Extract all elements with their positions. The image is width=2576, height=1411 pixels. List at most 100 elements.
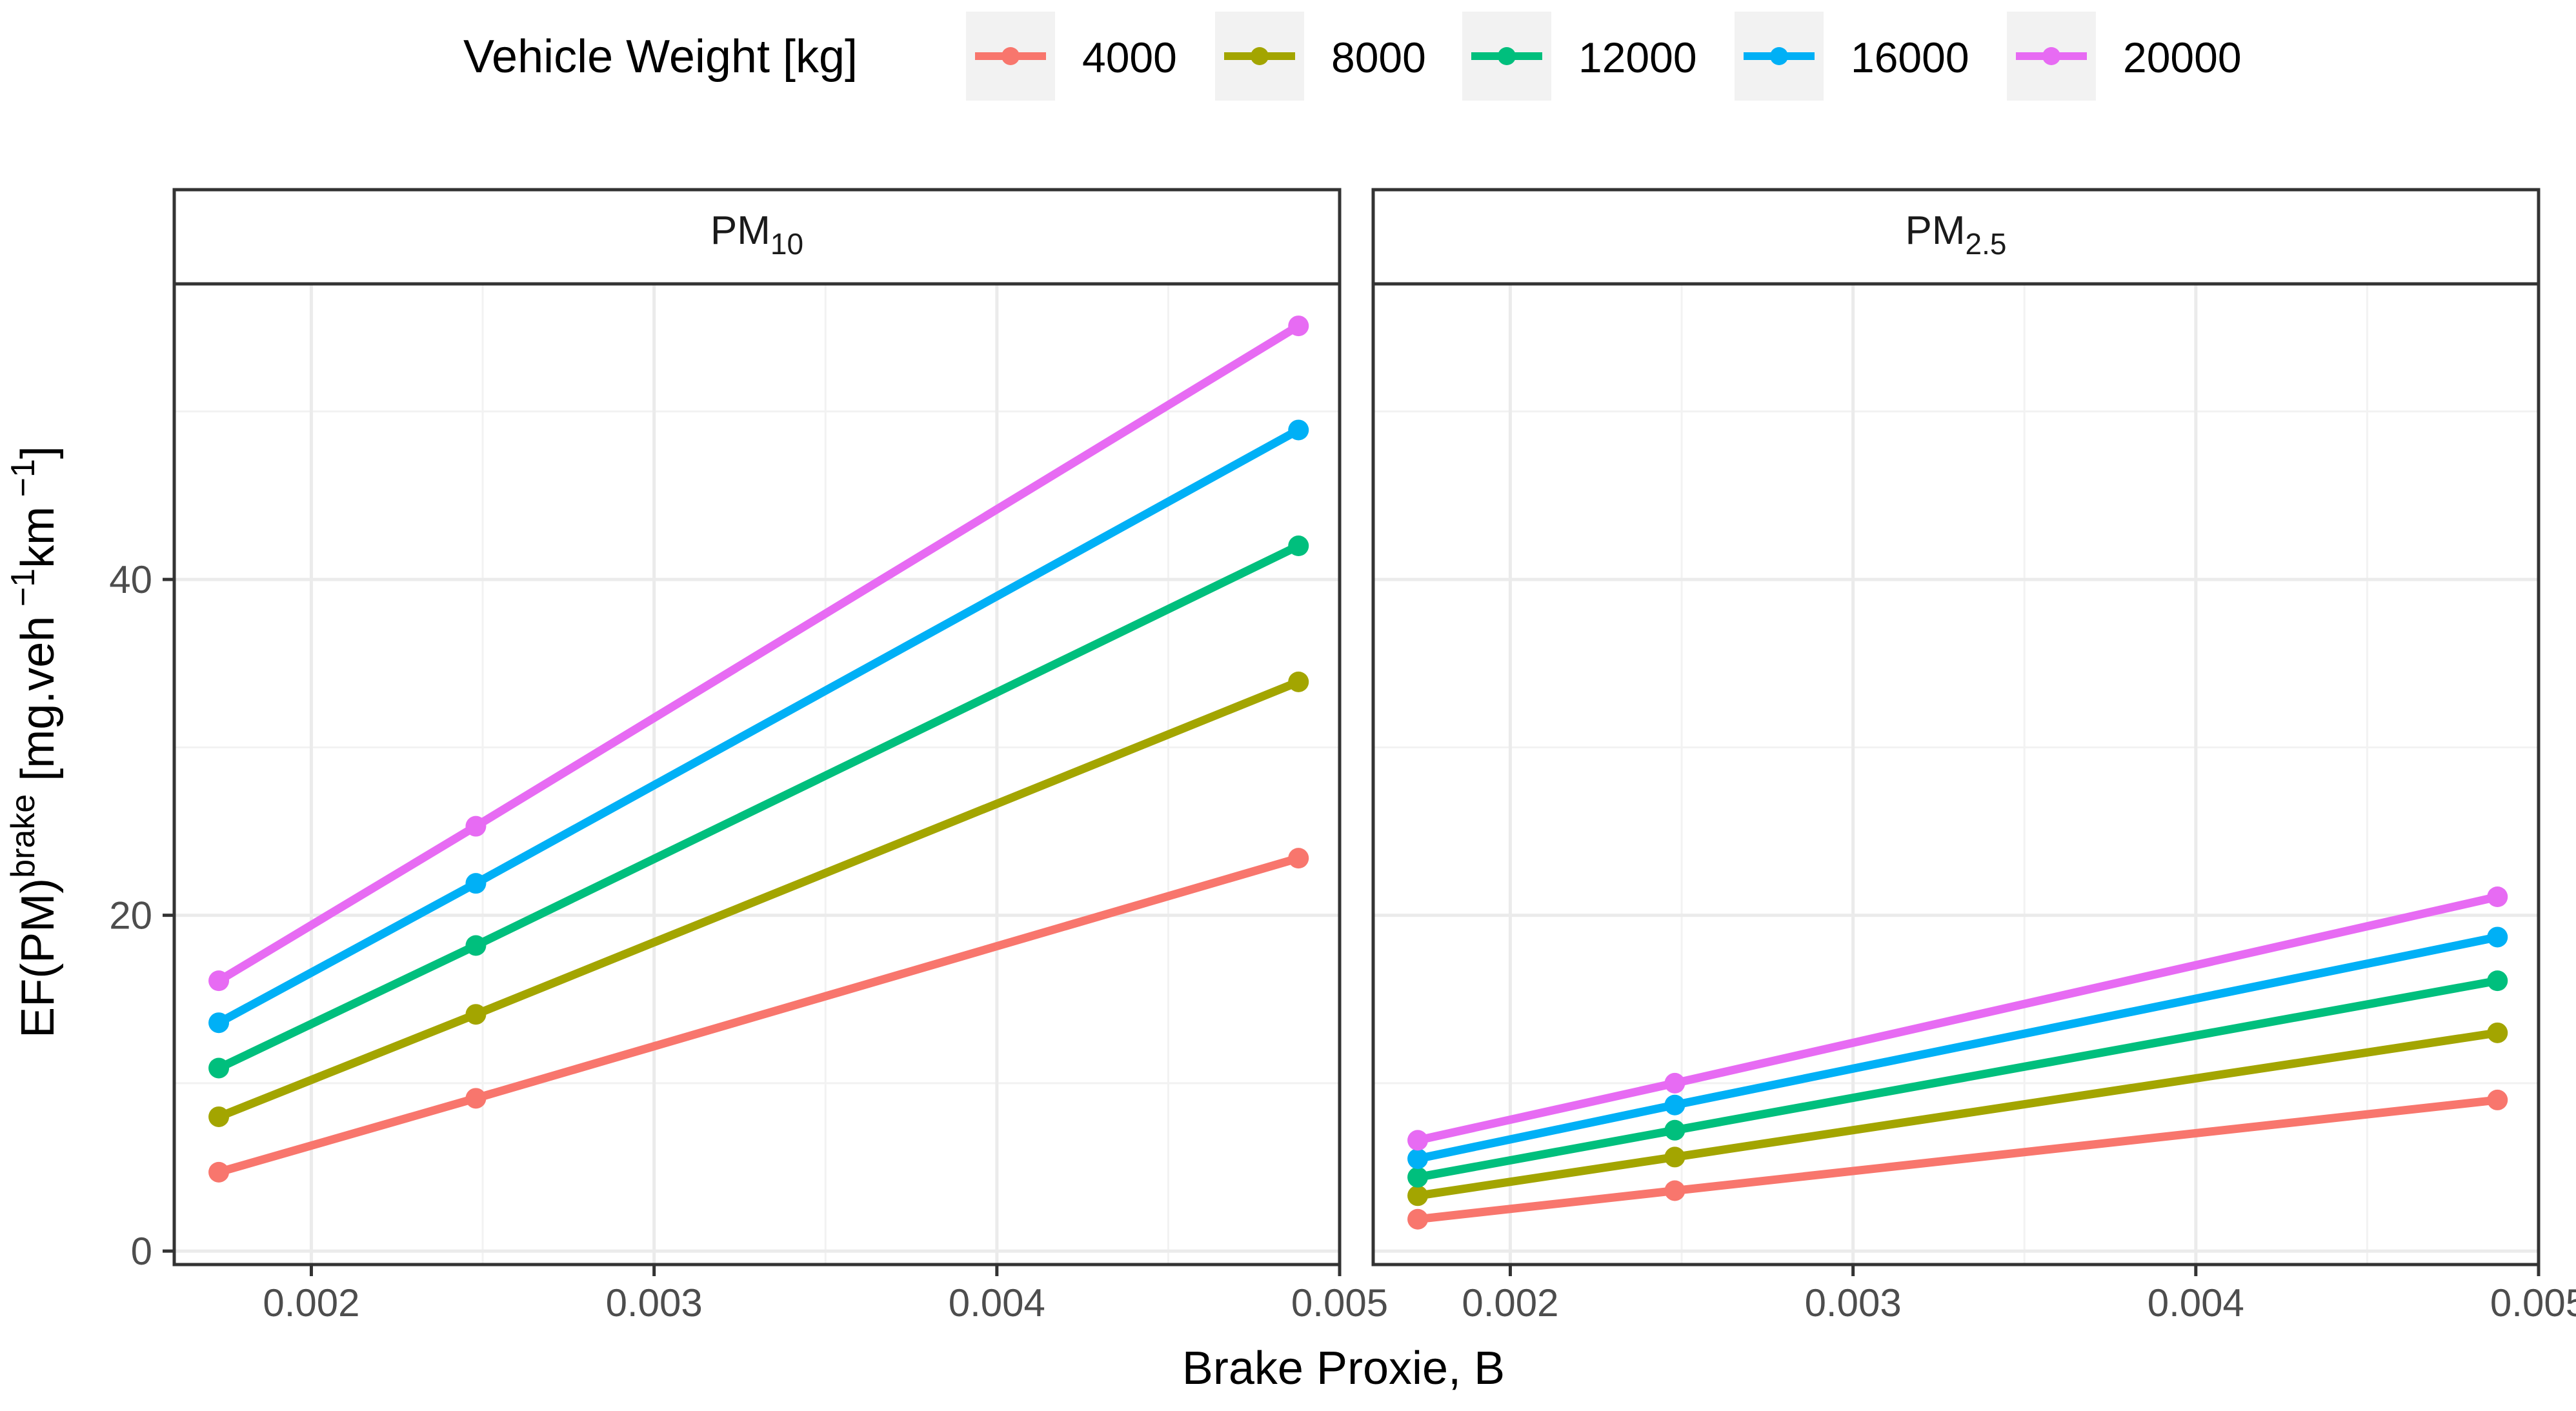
- legend-key-point: [2042, 47, 2060, 65]
- series-group: [208, 315, 1309, 1183]
- y-axis-title-exponent-2: −1: [5, 459, 42, 506]
- x-axis: 0.002 0.003 0.004 0.005: [263, 1265, 1388, 1325]
- data-point-8000-2: [2487, 1022, 2508, 1043]
- data-point-20000-2: [1288, 315, 1309, 337]
- data-point-20000-2: [2487, 886, 2508, 907]
- strip-background: [172, 188, 1342, 286]
- series-8000: [1407, 1022, 2508, 1206]
- series-16000: [208, 419, 1309, 1034]
- data-point-4000-0: [1407, 1208, 1429, 1230]
- data-point-20000-0: [1407, 1130, 1429, 1151]
- legend-item-12000: 12000: [1462, 12, 1697, 101]
- y-tick-label: 20: [109, 894, 152, 937]
- series-8000: [208, 671, 1309, 1127]
- strip-label: PM10: [710, 208, 803, 261]
- data-point-16000-0: [1407, 1148, 1429, 1170]
- data-point-20000-1: [465, 816, 487, 837]
- y-axis: 0 20 40: [109, 558, 174, 1273]
- x-tick-label: 0.002: [1462, 1281, 1558, 1325]
- data-point-16000-2: [1288, 419, 1309, 441]
- y-axis-title-units-mid: km: [12, 506, 64, 568]
- data-point-8000-1: [465, 1004, 487, 1025]
- legend-label: 8000: [1331, 34, 1426, 81]
- x-tick-label: 0.005: [1291, 1281, 1388, 1325]
- legend-label: 16000: [1851, 34, 1969, 81]
- strip-label-subscript: 2.5: [1966, 227, 2007, 261]
- data-point-8000-0: [1407, 1185, 1429, 1206]
- series-16000: [1407, 926, 2508, 1170]
- y-axis-title-exponent-1: −1: [5, 568, 42, 616]
- y-axis-title-units-open: [mg.veh: [12, 616, 64, 794]
- x-axis-title: Brake Proxie, B: [1182, 1343, 1505, 1394]
- data-point-12000-2: [1288, 535, 1309, 557]
- facet-strip: PM2.5: [1371, 188, 2541, 286]
- data-point-8000-0: [208, 1106, 230, 1127]
- y-axis-title-units-close: ]: [12, 446, 64, 459]
- legend-key-point: [1001, 47, 1020, 65]
- gridlines: [174, 284, 1342, 1265]
- data-point-12000-1: [1664, 1119, 1685, 1141]
- facet-strip: PM10: [172, 188, 1342, 286]
- legend-keys: 4000 8000 12000 16000 20000: [966, 12, 2242, 101]
- legend-title: Vehicle Weight [kg]: [463, 31, 858, 83]
- plot-background: [174, 284, 1340, 1265]
- legend-key-point: [1770, 47, 1788, 65]
- legend-item-8000: 8000: [1215, 12, 1426, 101]
- x-tick-label: 0.004: [2148, 1281, 2244, 1325]
- legend-item-16000: 16000: [1735, 12, 1969, 101]
- data-point-4000-1: [465, 1088, 487, 1109]
- x-tick-label: 0.003: [606, 1281, 703, 1325]
- legend-label: 20000: [2123, 34, 2242, 81]
- legend-label: 12000: [1578, 34, 1697, 81]
- data-point-16000-1: [1664, 1094, 1685, 1116]
- x-tick-label: 0.002: [263, 1281, 359, 1325]
- strip-label-main: PM: [1906, 208, 1966, 253]
- series-12000: [208, 535, 1309, 1079]
- data-point-4000-1: [1664, 1180, 1685, 1201]
- strip-label: PM2.5: [1906, 208, 2007, 261]
- series-4000: [208, 848, 1309, 1183]
- data-point-16000-2: [2487, 926, 2508, 948]
- x-tick-label: 0.003: [1805, 1281, 1902, 1325]
- data-point-4000-0: [208, 1161, 230, 1183]
- series-4000: [1407, 1089, 2508, 1230]
- data-point-8000-1: [1664, 1146, 1685, 1168]
- legend-item-20000: 20000: [2007, 12, 2242, 101]
- y-axis-title-main: EF(PM): [12, 878, 64, 1038]
- legend-item-4000: 4000: [966, 12, 1177, 101]
- legend-label: 4000: [1082, 34, 1177, 81]
- strip-background: [1371, 188, 2541, 286]
- legend-key-point: [1251, 47, 1269, 65]
- data-point-20000-1: [1664, 1072, 1685, 1094]
- data-point-12000-1: [465, 935, 487, 956]
- data-point-4000-2: [2487, 1089, 2508, 1110]
- data-point-12000-2: [2487, 970, 2508, 992]
- legend: Vehicle Weight [kg] 4000 8000 12000 16000 20…: [463, 12, 2242, 101]
- x-tick-label: 0.005: [2490, 1281, 2576, 1325]
- series-12000: [1407, 970, 2508, 1188]
- data-point-16000-0: [208, 1012, 230, 1034]
- panel-pm10: PM10 0.002 0.003 0.004 0.005 0 20 40: [109, 188, 1388, 1325]
- panel-pm2-5: PM2.5 0.002 0.003 0.004 0.005: [1371, 188, 2576, 1325]
- x-tick-label: 0.004: [949, 1281, 1045, 1325]
- data-point-20000-0: [208, 970, 230, 992]
- y-axis-title-superscript: brake: [5, 794, 42, 878]
- data-point-12000-0: [1407, 1166, 1429, 1188]
- legend-key-point: [1498, 47, 1516, 65]
- y-axis-title: EF(PM)brake [mg.veh −1km −1]: [5, 446, 64, 1038]
- x-axis: 0.002 0.003 0.004 0.005: [1462, 1265, 2576, 1325]
- series-20000: [1407, 886, 2508, 1151]
- data-point-8000-2: [1288, 671, 1309, 692]
- data-point-4000-2: [1288, 848, 1309, 869]
- y-tick-label: 40: [109, 558, 152, 601]
- data-point-12000-0: [208, 1057, 230, 1079]
- series-20000: [208, 315, 1309, 992]
- data-point-16000-1: [465, 873, 487, 894]
- strip-label-subscript: 10: [770, 227, 803, 261]
- strip-label-main: PM: [710, 208, 770, 253]
- plot-background: [1373, 284, 2539, 1265]
- y-tick-label: 0: [131, 1230, 152, 1273]
